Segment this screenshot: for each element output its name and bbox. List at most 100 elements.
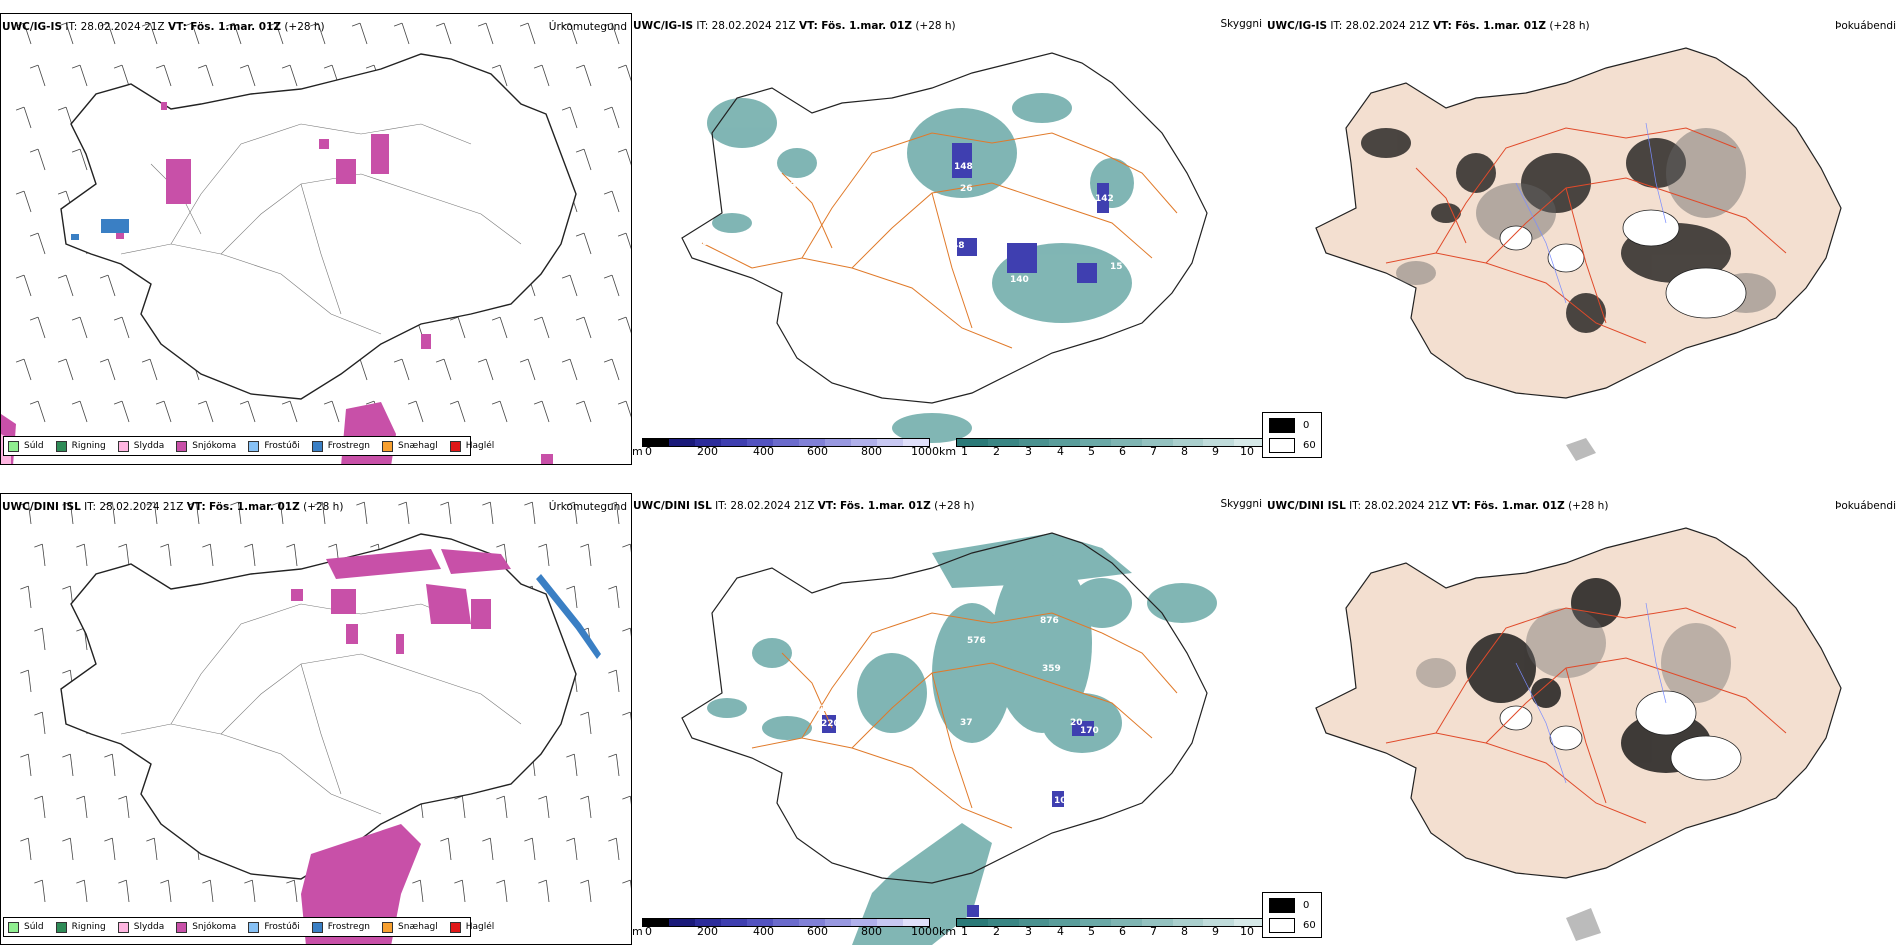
wind-barb-flag <box>575 232 585 237</box>
legend-label: Snæhagl <box>398 922 438 932</box>
wind-barb <box>625 232 631 250</box>
wind-barb-flag <box>323 64 333 69</box>
wind-barb-flag <box>477 22 487 27</box>
wind-barb <box>485 358 494 381</box>
ceiling-tick: 0 <box>645 445 652 458</box>
wind-barb-flag <box>15 274 25 279</box>
cloud-value-label: 876 <box>1040 616 1059 626</box>
wind-barb-flag <box>608 501 617 506</box>
wind-barb <box>499 400 508 423</box>
wind-barb-flag <box>580 543 589 548</box>
scale-seg <box>1141 919 1173 926</box>
glaciers-white <box>1499 690 1742 781</box>
legend-swatch <box>449 921 461 933</box>
vt-value: Fös. 1.mar. 01Z <box>1455 20 1546 32</box>
legend-item-sudd: Súld <box>8 921 44 933</box>
fog-legend-item: 0 <box>1269 418 1309 433</box>
wind-barb-flag <box>99 358 109 363</box>
visibility-tick: 1 <box>961 925 968 938</box>
wind-barb <box>443 358 452 381</box>
scale-seg <box>695 439 721 446</box>
wind-barb <box>167 544 172 567</box>
wind-barb-flag <box>160 543 169 548</box>
wind-barb <box>499 316 508 339</box>
wind-barb <box>279 502 284 525</box>
wind-barb <box>359 358 368 381</box>
legend-item-snjokoma: Snjókoma <box>176 921 236 933</box>
it-label: IT: <box>1349 500 1362 512</box>
panel-header-row1-fog: UWC/IG-IS IT: 28.02.2024 21Z VT: Fös. 1.… <box>1267 20 1590 32</box>
wind-barb <box>27 754 32 777</box>
wind-barb-flag <box>533 64 543 69</box>
wind-barb <box>415 400 424 423</box>
ceiling-tick: 1000 <box>911 925 939 938</box>
wind-barb-flag <box>20 669 29 674</box>
wind-barb <box>41 628 46 651</box>
iceland-coastline <box>60 53 577 400</box>
wind-barb-flag <box>155 400 165 405</box>
wind-barb <box>569 274 578 297</box>
wind-barb-flag <box>20 585 29 590</box>
wind-barb <box>489 502 494 525</box>
wind-barb-flag <box>393 358 403 363</box>
legend-item-rigning: Rigning <box>55 440 106 452</box>
wind-barb <box>545 544 550 567</box>
roads <box>701 132 1178 349</box>
wind-barb-flag <box>104 837 113 842</box>
wind-barb-flag <box>617 64 627 69</box>
wind-barb-flag <box>57 274 67 279</box>
roads <box>1385 607 1787 824</box>
visibility-tick: 2 <box>993 445 1000 458</box>
wind-barb-flag <box>309 22 319 27</box>
wind-barb-flag <box>538 795 547 800</box>
wind-barb <box>503 796 508 819</box>
ceiling-areas <box>822 715 1094 917</box>
wind-barb <box>69 502 74 525</box>
wind-barb <box>569 358 578 381</box>
fog-panel-row2: UWC/DINI ISL IT: 28.02.2024 21Z VT: Fös.… <box>1266 493 1900 945</box>
cloud-value-label: 512 <box>814 704 833 714</box>
legend-label: Slydda <box>133 922 165 932</box>
iceland-coastline <box>60 533 577 880</box>
wind-barb-flag <box>482 501 491 506</box>
roads <box>120 603 522 815</box>
wind-barb <box>237 502 242 525</box>
visibility-tick: 5 <box>1088 445 1095 458</box>
scale-seg <box>773 919 799 926</box>
panel-title-fog: Þokuábendi <box>1835 20 1896 32</box>
wind-barb-flag <box>15 106 25 111</box>
wind-barb <box>541 316 550 339</box>
legend-swatch <box>449 440 461 452</box>
wind-barb-flag <box>622 795 631 800</box>
legend-label: Súld <box>24 922 44 932</box>
visibility-tick: 3 <box>1025 925 1032 938</box>
wind-barb-flag <box>580 879 589 884</box>
legend-item-sudd: Súld <box>8 440 44 452</box>
wind-barb <box>111 838 116 861</box>
cloud-value-label: 359 <box>1042 664 1061 674</box>
cloud-value-labels: 876 576 359 512 220 37 170 20 10 <box>814 616 1099 806</box>
legend-swatch <box>176 921 188 933</box>
wind-barb <box>611 358 620 381</box>
wind-barb <box>251 880 256 903</box>
lead-time: (+28 h) <box>915 20 956 32</box>
precip-map-row1 <box>1 22 631 464</box>
wind-barb-flag <box>113 64 123 69</box>
legend-label: Haglél <box>465 922 495 932</box>
wind-barb <box>289 64 298 87</box>
panel-header-row1-precip: UWC/IG-IS IT: 28.02.2024 21Z VT: Fös. 1.… <box>2 21 325 33</box>
scale-seg <box>957 439 988 446</box>
wind-barb-flag <box>617 232 627 237</box>
it-value: 28.02.2024 21Z <box>99 501 184 513</box>
wind-barb <box>615 586 620 609</box>
wind-barb <box>583 64 592 87</box>
legend-item-haglel: Haglél <box>449 440 494 452</box>
wind-barb-flag <box>440 501 449 506</box>
visibility-tick: 1 <box>961 445 968 458</box>
wind-barb-flag <box>454 879 463 884</box>
wind-barb <box>583 232 592 255</box>
wind-barb-flag <box>20 501 29 506</box>
wind-barb <box>83 544 88 567</box>
vt-value: Fös. 1.mar. 01Z <box>1474 500 1565 512</box>
precip-map-row2 <box>20 501 631 944</box>
